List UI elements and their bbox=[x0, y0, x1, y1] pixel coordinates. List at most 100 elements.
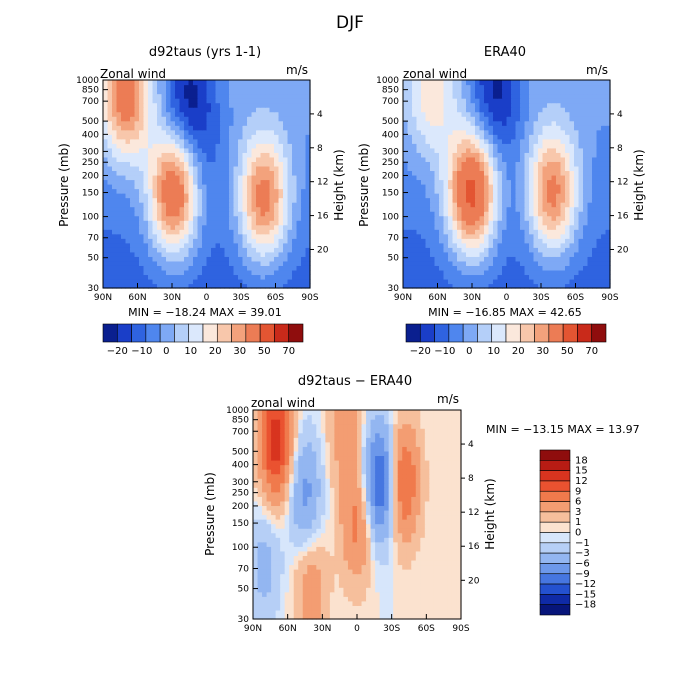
contour-cell bbox=[292, 238, 298, 244]
contour-cell bbox=[238, 165, 244, 172]
contour-cell bbox=[170, 143, 176, 149]
contour-cell bbox=[157, 102, 163, 108]
contour-cell bbox=[565, 116, 571, 122]
contour-cell bbox=[569, 120, 575, 126]
contour-cell bbox=[502, 247, 508, 253]
contour-cell bbox=[125, 215, 131, 221]
contour-cell bbox=[269, 220, 275, 226]
contour-cell bbox=[329, 609, 335, 616]
contour-cell bbox=[434, 215, 440, 221]
contour-cell bbox=[569, 188, 575, 194]
contour-cell bbox=[366, 564, 372, 570]
contour-cell bbox=[361, 578, 367, 584]
contour-cell bbox=[292, 260, 298, 266]
contour-cell bbox=[301, 174, 307, 181]
contour-cell bbox=[443, 134, 449, 140]
contour-cell bbox=[116, 138, 122, 144]
contour-cell bbox=[184, 197, 190, 203]
contour-cell bbox=[233, 202, 239, 208]
contour-cell bbox=[143, 84, 149, 90]
contour-cell bbox=[425, 220, 431, 226]
contour-cell bbox=[560, 89, 566, 95]
contour-cell bbox=[179, 143, 185, 149]
contour-cell bbox=[403, 283, 409, 289]
contour-cell bbox=[457, 238, 463, 244]
contour-cell bbox=[502, 265, 508, 271]
contour-cell bbox=[502, 274, 508, 280]
contour-cell bbox=[305, 242, 311, 248]
contour-cell bbox=[466, 143, 472, 149]
contour-cell bbox=[269, 197, 275, 203]
contour-cell bbox=[578, 197, 584, 203]
contour-cell bbox=[220, 265, 226, 271]
contour-cell bbox=[551, 89, 557, 95]
contour-cell bbox=[529, 129, 535, 135]
contour-cell bbox=[184, 170, 190, 176]
contour-cell bbox=[574, 125, 580, 131]
contour-cell bbox=[421, 247, 427, 253]
contour-cell bbox=[112, 188, 118, 194]
contour-cell bbox=[242, 120, 248, 126]
contour-cell bbox=[202, 93, 208, 99]
colorbar: −20 −10 0 10 20 30 50 70 bbox=[102, 323, 304, 357]
contour-cell bbox=[121, 156, 127, 162]
contour-cell bbox=[193, 251, 199, 257]
contour-cell bbox=[116, 129, 122, 135]
contour-cell bbox=[292, 129, 298, 135]
contour-cell bbox=[484, 84, 490, 90]
contour-cell bbox=[583, 156, 589, 162]
contour-cell bbox=[556, 278, 562, 285]
contour-cell bbox=[157, 229, 163, 235]
contour-cell bbox=[529, 251, 535, 257]
contour-cell bbox=[305, 256, 311, 262]
contour-cell bbox=[547, 170, 553, 176]
contour-cell bbox=[574, 251, 580, 257]
contour-cell bbox=[274, 206, 280, 212]
contour-cell bbox=[260, 165, 266, 172]
contour-cell bbox=[130, 84, 136, 90]
contour-cell bbox=[578, 242, 584, 248]
contour-cell bbox=[238, 256, 244, 262]
contour-cell bbox=[271, 569, 277, 575]
contour-cell bbox=[125, 102, 131, 108]
contour-cell bbox=[274, 107, 280, 113]
contour-cell bbox=[202, 89, 208, 95]
contour-cell bbox=[197, 120, 203, 126]
contour-cell bbox=[475, 220, 481, 226]
contour-cell bbox=[578, 165, 584, 172]
contour-cell bbox=[475, 260, 481, 266]
contour-cell bbox=[488, 138, 494, 144]
contour-cell bbox=[206, 238, 212, 244]
contour-cell bbox=[524, 138, 530, 144]
contour-cell bbox=[311, 564, 317, 570]
contour-cell bbox=[434, 184, 440, 190]
contour-cell bbox=[556, 193, 562, 199]
contour-cell bbox=[452, 206, 458, 212]
contour-cell bbox=[170, 120, 176, 126]
contour-cell bbox=[296, 89, 302, 95]
contour-cell bbox=[269, 274, 275, 280]
contour-cell bbox=[188, 184, 194, 190]
contour-cell bbox=[139, 179, 145, 185]
contour-cell bbox=[139, 170, 145, 176]
contour-cell bbox=[475, 188, 481, 194]
contour-cell bbox=[103, 156, 109, 162]
contour-cell bbox=[266, 569, 272, 575]
contour-cell bbox=[287, 265, 293, 271]
contour-cell bbox=[152, 215, 158, 221]
contour-cell bbox=[202, 134, 208, 140]
contour-cell bbox=[274, 193, 280, 199]
contour-cell bbox=[357, 609, 363, 616]
contour-cell bbox=[524, 251, 530, 257]
contour-cell bbox=[533, 197, 539, 203]
contour-cell bbox=[256, 269, 262, 276]
contour-cell bbox=[452, 242, 458, 248]
contour-cell bbox=[247, 215, 253, 221]
contour-cell bbox=[578, 143, 584, 149]
contour-cell bbox=[121, 98, 127, 104]
contour-cell bbox=[116, 111, 122, 117]
contour-cell bbox=[269, 184, 275, 190]
contour-cell bbox=[157, 256, 163, 262]
contour-cell bbox=[215, 184, 221, 190]
contour-cell bbox=[116, 102, 122, 108]
